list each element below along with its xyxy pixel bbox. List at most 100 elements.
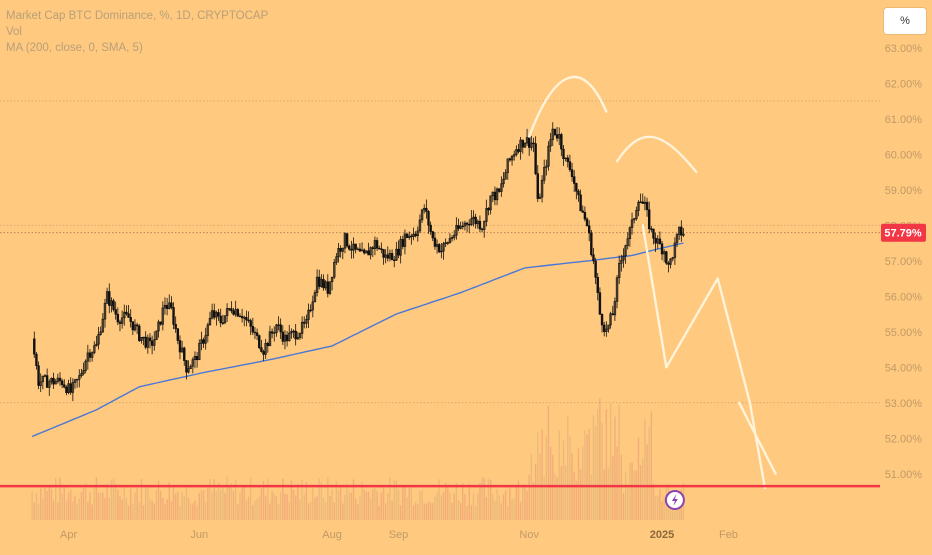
candle-body — [515, 149, 518, 155]
volume-bar — [239, 491, 241, 520]
volume-bar — [196, 505, 198, 520]
volume-bar — [412, 505, 415, 520]
volume-bar — [627, 487, 629, 520]
percent-scale-button[interactable]: % — [884, 8, 926, 34]
volume-bar — [198, 492, 200, 520]
volume-bar — [277, 504, 280, 520]
volume-bar — [140, 479, 143, 520]
candle-body — [315, 276, 319, 293]
candle-body — [322, 279, 325, 289]
volume-bar — [297, 484, 299, 520]
volume-bar — [48, 485, 50, 520]
candle-body — [570, 169, 574, 177]
volume-bar — [545, 436, 548, 520]
candle-body — [675, 234, 679, 244]
volume-bar — [264, 495, 267, 520]
candle-body — [647, 209, 651, 230]
candle-body — [641, 201, 644, 204]
candle-body — [69, 383, 72, 393]
volume-bar — [631, 462, 633, 520]
volume-bar — [95, 477, 98, 520]
volume-bar — [466, 505, 468, 520]
candle-body — [82, 370, 85, 374]
candle-body — [234, 309, 237, 315]
candle-body — [348, 245, 351, 250]
volume-bar — [267, 479, 269, 520]
candle-body — [339, 248, 342, 252]
candle-body — [371, 247, 374, 250]
volume-bar — [309, 501, 312, 520]
candle-body — [650, 228, 653, 230]
volume-bar — [597, 409, 599, 520]
candle-body — [116, 313, 120, 323]
candle-body — [682, 233, 685, 236]
x-axis[interactable]: Apr Jun Aug Sep Nov 2025 Feb — [60, 529, 738, 541]
volume-bar — [457, 499, 460, 520]
volume-bar — [522, 483, 524, 520]
candle-body — [615, 277, 619, 302]
volume-bar — [429, 502, 432, 520]
candle-body — [90, 352, 94, 358]
candle-body — [84, 360, 87, 371]
volume-bar — [59, 477, 61, 520]
volume-bar — [648, 427, 650, 520]
candle-body — [493, 191, 497, 201]
candle-body — [564, 157, 567, 159]
candle-body — [532, 142, 535, 145]
legend-title[interactable]: Market Cap BTC Dominance, %, 1D, CRYPTOC… — [6, 10, 269, 22]
volume-bar — [414, 502, 417, 520]
volume-bar — [560, 466, 563, 520]
volume-bar — [459, 502, 462, 520]
volume-bar — [294, 495, 297, 520]
volume-bar — [562, 440, 565, 520]
candle-body — [470, 218, 473, 225]
candle-body — [300, 321, 304, 334]
candle-body — [153, 339, 156, 346]
volume-bar — [162, 497, 164, 520]
candle-body — [39, 381, 42, 386]
volume-bar — [89, 492, 91, 520]
volume-bar — [179, 505, 181, 520]
candle-body — [363, 249, 366, 254]
candle-body — [408, 235, 411, 238]
volume-bar — [582, 446, 584, 520]
volume-bar — [532, 482, 535, 520]
candle-body — [669, 258, 672, 265]
candle-body — [144, 336, 147, 348]
volume-bar — [344, 494, 346, 520]
candle-body — [294, 330, 297, 340]
candle-body — [461, 225, 464, 228]
candle-body — [170, 302, 173, 308]
candle-body — [330, 276, 334, 282]
candle-body — [358, 248, 362, 252]
candle-body — [245, 317, 248, 321]
candle-body — [108, 291, 111, 306]
volume-bar — [365, 492, 368, 520]
volume-bar — [663, 497, 665, 520]
volume-bar — [622, 492, 625, 520]
candle-body — [221, 322, 225, 324]
candle-body — [433, 237, 437, 247]
volume-bar — [346, 483, 348, 520]
y-axis[interactable]: 63.00%62.00%61.00%60.00%59.00%58.00%57.0… — [885, 43, 923, 481]
volume-bar — [237, 504, 239, 520]
volume-bar — [618, 404, 620, 520]
volume-bar — [316, 496, 318, 520]
y-tick-label: 63.00% — [885, 43, 923, 55]
volume-bar — [252, 504, 254, 520]
candle-body — [185, 360, 188, 373]
volume-bar — [149, 499, 151, 520]
volume-bar — [159, 491, 162, 520]
volume-bar — [408, 488, 410, 520]
candle-body — [285, 334, 289, 342]
legend-moving-average[interactable]: MA (200, close, 0, SMA, 5) — [6, 42, 143, 54]
candle-body — [75, 378, 79, 381]
legend-volume[interactable]: Vol — [6, 26, 22, 38]
event-marker[interactable] — [664, 490, 685, 510]
volume-bar — [592, 415, 595, 520]
candle-body — [309, 309, 312, 312]
volume-bar — [301, 479, 303, 520]
volume-bar — [121, 499, 123, 520]
